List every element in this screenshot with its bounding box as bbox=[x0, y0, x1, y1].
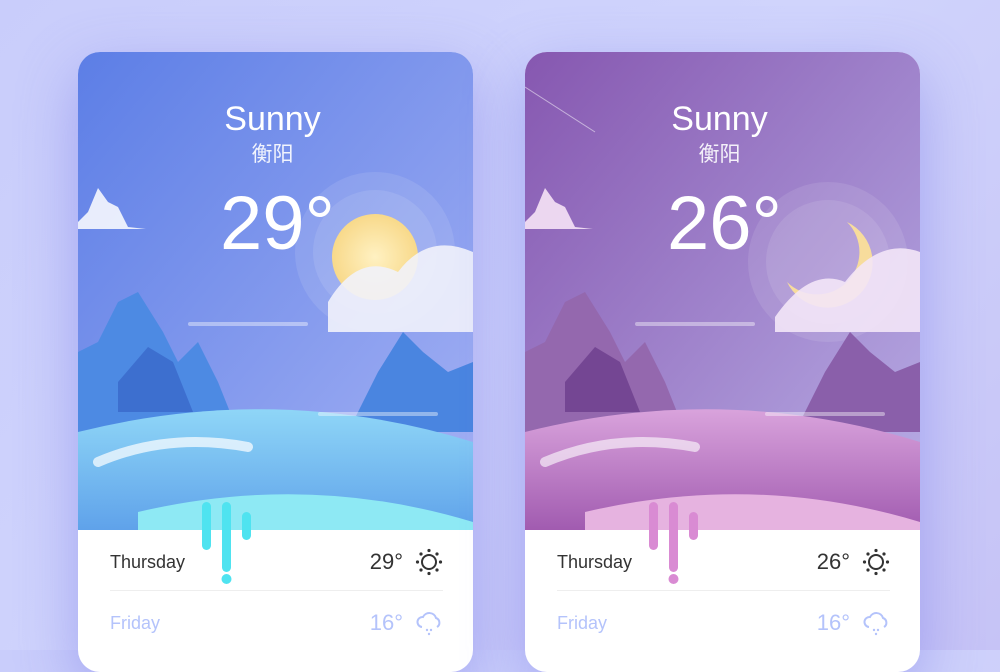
forecast-temp: 29° bbox=[369, 549, 403, 574]
forecast-day: Thursday bbox=[110, 551, 186, 572]
forecast-row[interactable]: Thursday 29° bbox=[110, 542, 443, 582]
condition-label: Sunny bbox=[224, 100, 321, 138]
city-label: 衡阳 bbox=[698, 143, 741, 166]
weather-card-night[interactable]: Sunny 衡阳 26° Thursday 26° Friday 16° bbox=[525, 52, 920, 672]
forecast-day: Friday bbox=[557, 612, 608, 633]
forecast-temp: 26° bbox=[816, 549, 850, 574]
drip-decoration bbox=[202, 502, 251, 584]
forecast-temp: 16° bbox=[369, 610, 403, 635]
forecast-row[interactable]: Thursday 26° bbox=[557, 542, 890, 582]
forecast-day: Thursday bbox=[557, 551, 633, 572]
day-scene-illustration: Sunny 衡阳 29° bbox=[78, 52, 473, 530]
forecast-row[interactable]: Friday 16° bbox=[110, 603, 443, 643]
forecast-temp: 16° bbox=[816, 610, 850, 635]
forecast-row[interactable]: Friday 16° bbox=[557, 603, 890, 643]
divider bbox=[557, 590, 890, 591]
night-scene-illustration: Sunny 衡阳 26° bbox=[525, 52, 920, 530]
current-temperature: 26° bbox=[667, 181, 782, 266]
snow-cloud-icon bbox=[416, 612, 441, 636]
divider bbox=[110, 590, 443, 591]
current-temperature: 29° bbox=[220, 181, 335, 266]
snow-cloud-icon bbox=[863, 612, 888, 636]
city-label: 衡阳 bbox=[251, 143, 294, 166]
weather-card-day[interactable]: Sunny 衡阳 29° Thursday 29° Friday 16° bbox=[78, 52, 473, 672]
sun-icon bbox=[415, 548, 443, 576]
condition-label: Sunny bbox=[671, 100, 768, 138]
forecast-day: Friday bbox=[110, 612, 161, 633]
sun-icon bbox=[862, 548, 890, 576]
drip-decoration bbox=[649, 502, 698, 584]
